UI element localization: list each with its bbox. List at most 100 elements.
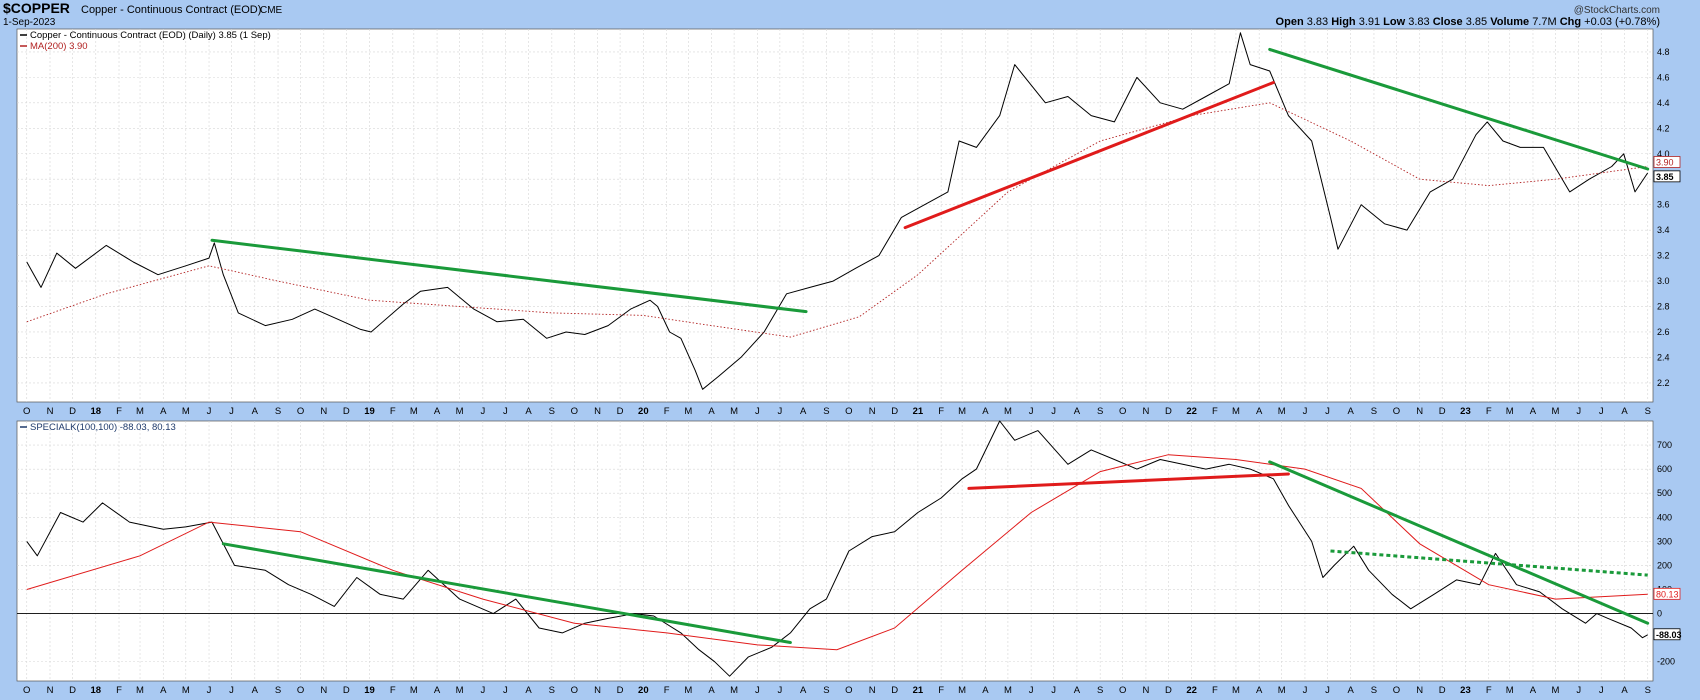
x-tick-label: J — [1303, 406, 1308, 417]
quote-value: +0.03 (+0.78%) — [1584, 16, 1660, 28]
y-tick-label: 700 — [1657, 440, 1672, 450]
x-tick-label: M — [456, 406, 464, 417]
x-tick-label: D — [343, 406, 350, 417]
x-tick-label: A — [1621, 685, 1628, 696]
x-tick-label: D — [69, 685, 76, 696]
x-tick-label: 22 — [1186, 685, 1197, 696]
x-tick-label: J — [207, 406, 212, 417]
x-tick-label: N — [1416, 406, 1423, 417]
y-tick-label: 4.2 — [1657, 123, 1670, 133]
x-axis-top: O N D 18 F M A M J J A S O N D 19 F M A M J J A S O N D 20 F M A M J J A S O… — [23, 406, 1651, 417]
quote-label: Low — [1380, 16, 1408, 28]
x-tick-label: J — [1325, 685, 1330, 696]
last-value-label: 80.13 — [1656, 589, 1679, 599]
legend-label: MA(200) 3.90 — [30, 41, 88, 52]
x-tick-label: M — [182, 685, 190, 696]
x-tick-label: M — [1278, 406, 1286, 417]
x-tick-label: N — [1142, 406, 1149, 417]
x-tick-label: F — [664, 685, 670, 696]
x-tick-label: F — [390, 406, 396, 417]
x-tick-label: M — [1232, 406, 1240, 417]
quote-label: Chg — [1557, 16, 1585, 28]
x-tick-label: D — [617, 685, 624, 696]
x-tick-label: O — [1393, 685, 1400, 696]
legend-label: SPECIALK(100,100) -88.03, 80.13 — [30, 422, 176, 433]
x-tick-label: D — [1439, 685, 1446, 696]
x-tick-label: O — [845, 685, 852, 696]
x-tick-label: F — [1212, 406, 1218, 417]
series-line — [26, 32, 1649, 390]
y-tick-label: 2.4 — [1657, 352, 1670, 362]
x-tick-label: D — [343, 685, 350, 696]
y-tick-label: 4.6 — [1657, 72, 1670, 82]
x-tick-label: A — [434, 406, 441, 417]
x-tick-label: A — [434, 685, 441, 696]
x-tick-label: N — [320, 406, 327, 417]
x-axis-bottom: O N D 18 F M A M J J A S O N D 19 F M A M J J A S O N D 20 F M A M J J A S O… — [23, 685, 1651, 696]
x-tick-label: 19 — [364, 406, 375, 417]
y-tick-label: 600 — [1657, 464, 1672, 474]
last-value-box — [1653, 170, 1681, 183]
price-y-axis: 2.22.42.62.83.03.23.43.63.84.04.24.44.64… — [1653, 47, 1681, 388]
x-tick-label: M — [958, 406, 966, 417]
x-tick-label: M — [410, 685, 418, 696]
x-tick-label: A — [1256, 406, 1263, 417]
indicator-legend: SPECIALK(100,100) -88.03, 80.13 — [20, 422, 176, 433]
x-tick-label: A — [1621, 406, 1628, 417]
x-tick-label: F — [1486, 685, 1492, 696]
x-tick-label: A — [252, 406, 259, 417]
x-tick-label: A — [1348, 406, 1355, 417]
x-tick-label: S — [823, 406, 829, 417]
x-tick-label: J — [755, 685, 760, 696]
y-tick-label: 4.0 — [1657, 149, 1670, 159]
price-panel — [16, 28, 1654, 403]
indicator-panel — [16, 420, 1654, 682]
x-tick-label: A — [1074, 406, 1081, 417]
x-tick-label: F — [938, 685, 944, 696]
x-tick-label: A — [160, 406, 167, 417]
indicator-series — [26, 420, 1650, 677]
chart-date: 1-Sep-2023 — [3, 17, 56, 28]
x-tick-label: A — [1256, 685, 1263, 696]
x-tick-label: N — [869, 406, 876, 417]
x-tick-label: J — [1599, 685, 1604, 696]
x-tick-label: 21 — [913, 406, 924, 417]
x-tick-label: A — [708, 406, 715, 417]
quote-label: High — [1328, 16, 1359, 28]
x-tick-label: 20 — [638, 685, 649, 696]
x-tick-label: N — [47, 406, 54, 417]
x-tick-label: J — [229, 685, 234, 696]
quote-value: 3.83 — [1307, 16, 1328, 28]
x-tick-label: M — [1004, 685, 1012, 696]
x-tick-label: 23 — [1460, 406, 1471, 417]
y-tick-label: 2.6 — [1657, 327, 1670, 337]
quote-value: 3.83 — [1408, 16, 1429, 28]
series-line — [967, 472, 1290, 490]
x-tick-label: F — [116, 406, 122, 417]
x-tick-label: M — [1552, 685, 1560, 696]
x-tick-label: 21 — [913, 685, 924, 696]
x-tick-label: J — [1576, 685, 1581, 696]
y-tick-label: 300 — [1657, 536, 1672, 546]
x-tick-label: O — [23, 685, 30, 696]
y-tick-label: -200 — [1657, 657, 1675, 667]
x-tick-label: F — [664, 406, 670, 417]
x-tick-label: J — [480, 685, 485, 696]
x-tick-label: O — [1119, 685, 1126, 696]
x-tick-label: J — [1303, 685, 1308, 696]
x-tick-label: F — [1486, 406, 1492, 417]
y-tick-label: 4.4 — [1657, 98, 1670, 108]
y-tick-label: 0 — [1657, 609, 1662, 619]
x-tick-label: J — [777, 685, 782, 696]
x-tick-label: M — [1232, 685, 1240, 696]
x-tick-label: M — [410, 406, 418, 417]
series-line — [1268, 460, 1650, 625]
x-tick-label: N — [594, 406, 601, 417]
x-tick-label: 18 — [90, 685, 101, 696]
x-tick-label: S — [823, 685, 829, 696]
x-tick-label: J — [480, 406, 485, 417]
x-tick-label: M — [730, 685, 738, 696]
x-tick-label: 23 — [1460, 685, 1471, 696]
x-tick-label: O — [571, 685, 578, 696]
quote-line: Open 3.83 High 3.91 Low 3.83 Close 3.85 … — [1276, 16, 1660, 28]
